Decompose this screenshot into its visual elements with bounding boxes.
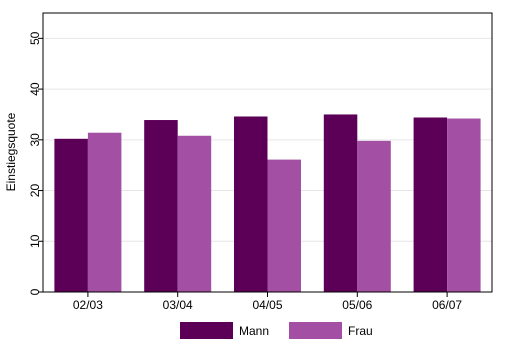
bar-frau-03-04 xyxy=(177,135,212,292)
bar-mann-05-06 xyxy=(323,114,358,292)
y-tick-label: 0 xyxy=(28,288,42,295)
bars xyxy=(54,114,481,292)
bar-frau-02-03 xyxy=(87,132,122,292)
bar-mann-04-05 xyxy=(234,116,268,292)
y-axis-ticks: 0 10 20 30 40 50 xyxy=(28,31,43,295)
y-tick-label: 20 xyxy=(28,184,42,198)
x-tick-label: 02/03 xyxy=(73,298,103,312)
legend-label-mann: Mann xyxy=(239,324,269,338)
x-tick-label: 04/05 xyxy=(252,298,282,312)
y-tick-label: 50 xyxy=(28,31,42,45)
bar-mann-06-07 xyxy=(413,117,448,292)
bar-frau-04-05 xyxy=(267,159,301,292)
x-axis-ticks: 02/03 03/04 04/05 05/06 06/07 xyxy=(73,292,462,312)
legend-label-frau: Frau xyxy=(348,324,373,338)
bar-mann-03-04 xyxy=(144,120,178,292)
y-tick-label: 10 xyxy=(28,234,42,248)
x-tick-label: 06/07 xyxy=(432,298,462,312)
legend-swatch-frau xyxy=(289,322,342,339)
x-tick-label: 05/06 xyxy=(342,298,372,312)
bar-mann-02-03 xyxy=(54,138,88,292)
bar-frau-05-06 xyxy=(357,140,391,292)
legend-swatch-mann xyxy=(180,322,233,339)
legend: Mann Frau xyxy=(180,322,373,339)
y-tick-label: 40 xyxy=(28,82,42,96)
y-tick-label: 30 xyxy=(28,133,42,147)
y-axis-title: Einstiegsquote xyxy=(4,112,18,191)
x-tick-label: 03/04 xyxy=(163,298,193,312)
bar-frau-06-07 xyxy=(447,118,481,292)
